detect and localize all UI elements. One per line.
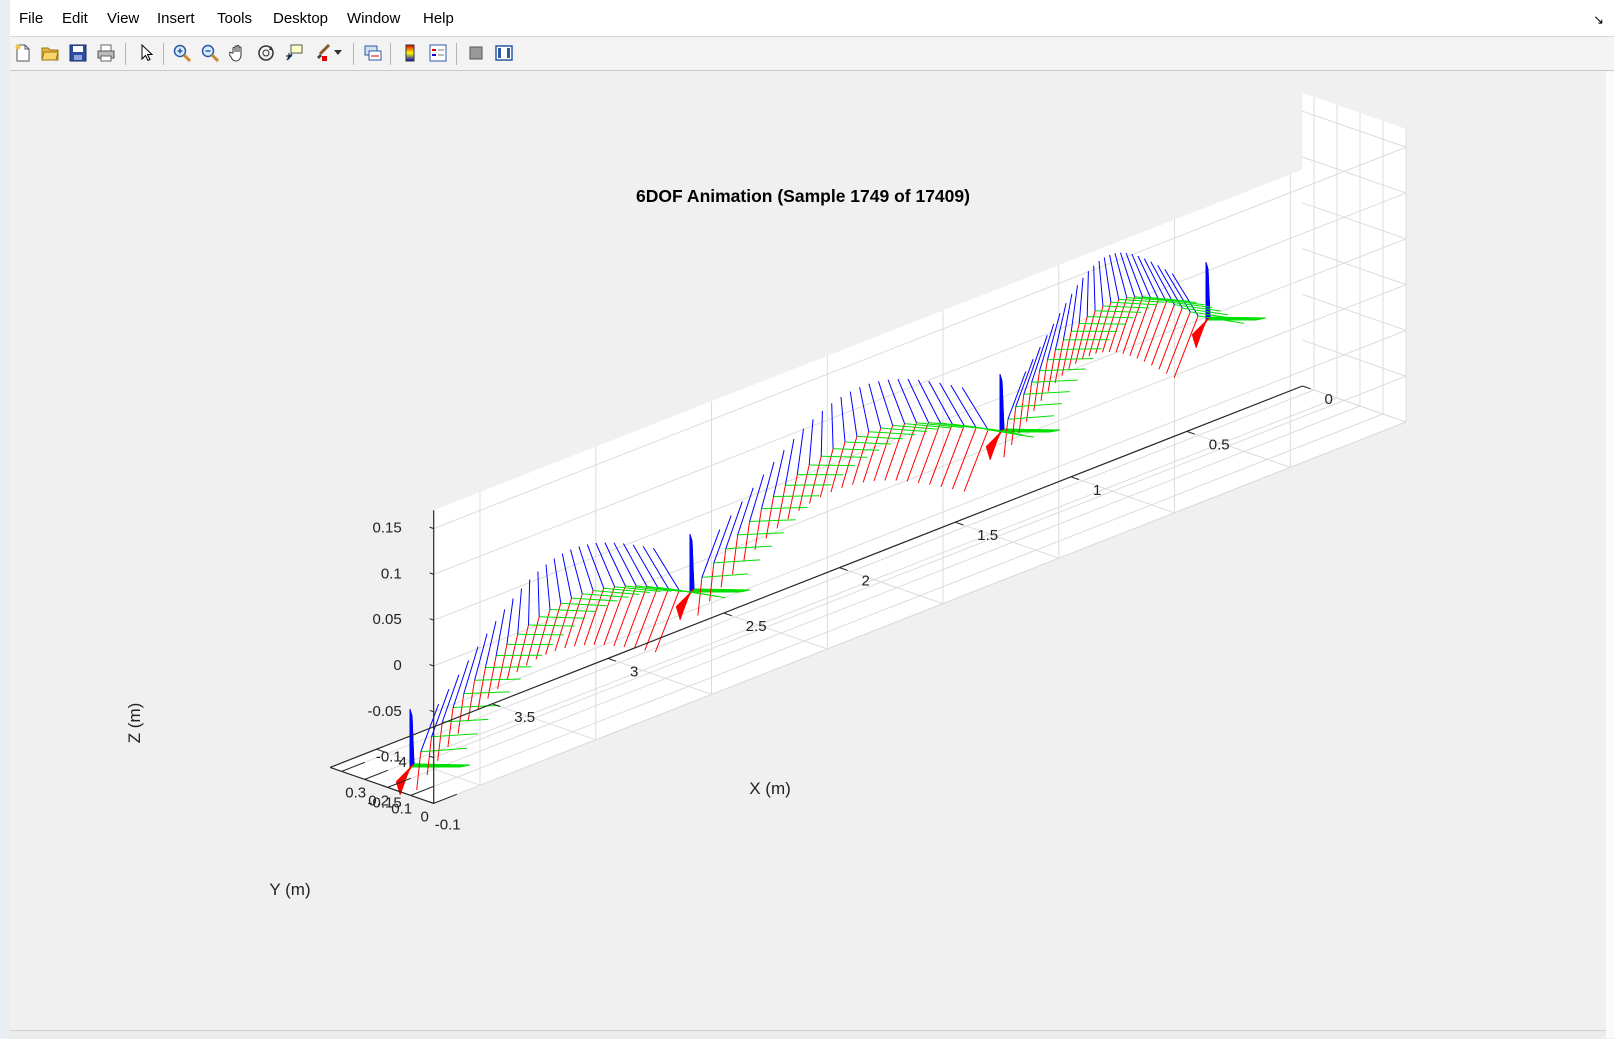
- y-axis-label: Y (m): [269, 880, 310, 899]
- print-icon[interactable]: [95, 42, 117, 64]
- open-file-icon[interactable]: [39, 42, 61, 64]
- back-wall-pane: [434, 129, 1406, 804]
- chart-title: 6DOF Animation (Sample 1749 of 17409): [636, 186, 970, 206]
- link-plot-icon[interactable]: [362, 42, 384, 64]
- x-tick-label: 1.5: [977, 527, 998, 544]
- z-tick-label: 0.1: [381, 565, 402, 582]
- zoom-out-icon[interactable]: [199, 42, 221, 64]
- z-tick: [430, 710, 434, 712]
- menu-window[interactable]: Window: [347, 10, 400, 27]
- z-tick: [430, 527, 434, 529]
- figure-toolbar: [10, 37, 1614, 71]
- menu-tools[interactable]: Tools: [217, 10, 252, 27]
- pointer-icon[interactable]: [135, 42, 157, 64]
- z-tick-label: 0.15: [372, 520, 401, 537]
- x-tick-label: 3.5: [514, 709, 535, 726]
- save-icon[interactable]: [67, 42, 89, 64]
- toolbar-separator: [390, 43, 391, 65]
- x-tick-label: 1: [1093, 482, 1101, 499]
- z-tick-label: -0.05: [367, 703, 401, 720]
- show-plot-tools-icon[interactable]: [493, 42, 515, 64]
- x-tick-label: 3: [630, 663, 638, 680]
- x-axis-label: X (m): [749, 779, 791, 798]
- pan-icon[interactable]: [227, 42, 249, 64]
- z-axis-label: Z (m): [125, 703, 144, 744]
- y-tick-label: -0.1: [435, 816, 461, 833]
- toolbar-separator: [353, 43, 354, 65]
- menu-bar: File Edit View Insert Tools Desktop Wind…: [10, 0, 1614, 37]
- z-tick-label: -0.1: [376, 749, 402, 766]
- desktop-edge-right: [1605, 36, 1614, 1038]
- x-tick-label: 2.5: [746, 618, 767, 635]
- y-axis-arrow: [518, 634, 564, 635]
- toolbar-separator: [163, 43, 164, 65]
- menu-desktop[interactable]: Desktop: [273, 10, 328, 27]
- menu-view[interactable]: View: [107, 10, 139, 27]
- z-tick-label: 0: [393, 657, 401, 674]
- legend-icon[interactable]: [427, 42, 449, 64]
- z-tick-label: -0.15: [367, 794, 401, 811]
- menu-edit[interactable]: Edit: [62, 10, 88, 27]
- undock-icon[interactable]: ↘: [1593, 12, 1604, 28]
- toolbar-separator: [456, 43, 457, 65]
- y-tick-label: 0: [421, 808, 429, 825]
- 3d-axes[interactable]: 00.511.522.533.54-0.100.10.20.3-0.15-0.1…: [10, 71, 1606, 1033]
- menu-insert[interactable]: Insert: [157, 10, 195, 27]
- zoom-in-icon[interactable]: [171, 42, 193, 64]
- colorbar-icon[interactable]: [399, 42, 421, 64]
- toolbar-separator: [125, 43, 126, 65]
- z-tick: [430, 665, 434, 667]
- y-axis-arrow: [774, 496, 820, 497]
- x-tick-label: 0: [1325, 391, 1333, 408]
- hide-plot-tools-icon[interactable]: [465, 42, 487, 64]
- z-tick: [430, 619, 434, 621]
- data-cursor-icon[interactable]: [283, 42, 305, 64]
- new-figure-icon[interactable]: [12, 42, 34, 64]
- menu-file[interactable]: File: [19, 10, 43, 27]
- brush-icon[interactable]: [311, 42, 333, 64]
- x-tick-label: 2: [862, 573, 870, 590]
- rotate-3d-icon[interactable]: [255, 42, 277, 64]
- y-axis-arrow: [1079, 324, 1125, 325]
- y-tick-label: 0.3: [345, 784, 366, 801]
- z-tick: [430, 573, 434, 575]
- brush-dropdown-icon[interactable]: [332, 42, 344, 64]
- y-axis-arrow: [809, 465, 855, 466]
- menu-help[interactable]: Help: [423, 10, 454, 27]
- x-tick-label: 0.5: [1209, 436, 1230, 453]
- z-tick-label: 0.05: [372, 611, 401, 628]
